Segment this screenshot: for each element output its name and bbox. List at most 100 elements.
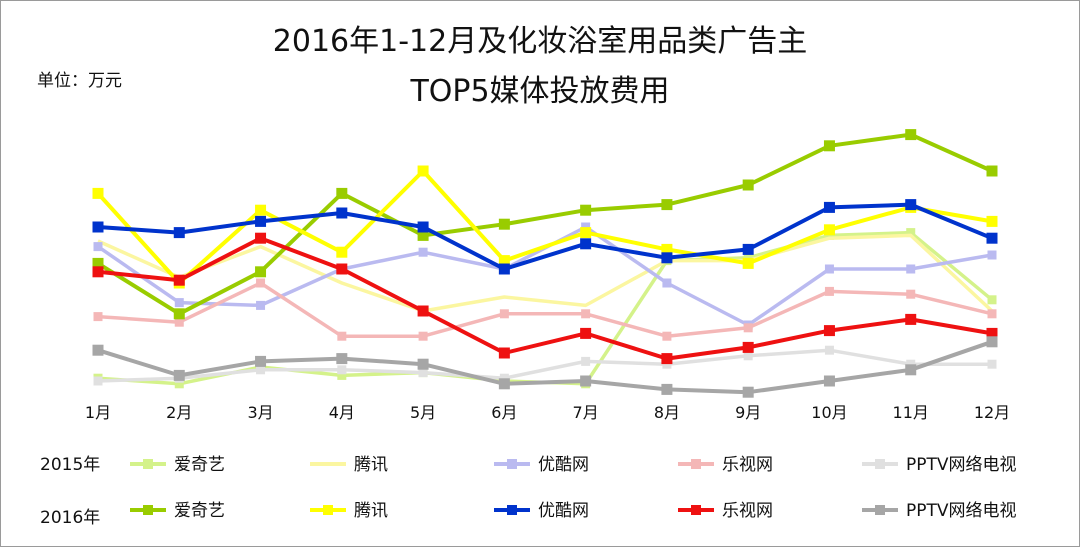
data-point [661, 353, 673, 365]
data-point [256, 300, 266, 310]
data-point [742, 243, 754, 255]
data-point [823, 224, 835, 236]
data-point [498, 218, 510, 230]
data-point [905, 129, 917, 141]
chart-title-line-1: 2016年1-12月及化妆浴室用品类广告主 [272, 24, 808, 59]
data-point [173, 369, 185, 381]
data-point [336, 263, 348, 275]
data-point [336, 207, 348, 219]
data-point [498, 347, 510, 359]
data-point [987, 309, 997, 319]
data-point [580, 327, 592, 339]
x-tick-label: 10月 [811, 403, 847, 422]
data-point [256, 365, 266, 375]
data-point [255, 215, 267, 227]
data-point [92, 344, 104, 356]
x-tick-label: 4月 [329, 403, 355, 422]
data-point [255, 204, 267, 216]
series-line [97, 348, 992, 383]
data-point [662, 331, 672, 341]
data-point [417, 165, 429, 177]
x-tick-label: 12月 [974, 403, 1010, 422]
data-point [742, 179, 754, 191]
data-point [255, 232, 267, 244]
data-point [743, 351, 753, 361]
data-point [742, 257, 754, 269]
data-point [581, 309, 591, 319]
data-point [662, 359, 672, 369]
data-point [174, 298, 184, 308]
series-line [97, 339, 993, 395]
data-point [255, 355, 267, 367]
series-line [97, 202, 993, 271]
data-point [498, 378, 510, 390]
series-line [97, 281, 993, 338]
legend-label: 优酷网 [538, 501, 589, 521]
data-point [417, 221, 429, 233]
data-point [498, 255, 510, 267]
x-tick-label: 3月 [247, 403, 273, 422]
chart-title-line-2: TOP5媒体投放费用 [410, 74, 670, 109]
data-point [418, 331, 428, 341]
data-point [824, 286, 834, 296]
data-point [906, 228, 916, 238]
data-point [823, 325, 835, 337]
series-line [97, 233, 994, 313]
legend-marker [143, 505, 153, 515]
legend-label: 乐视网 [722, 501, 773, 521]
data-point [93, 242, 103, 252]
x-tick-label: 2月 [166, 403, 192, 422]
x-tick-label: 1月 [85, 403, 111, 422]
data-point [336, 353, 348, 365]
data-point [743, 323, 753, 333]
data-point [661, 243, 673, 255]
data-point [581, 356, 591, 366]
data-point [92, 221, 104, 233]
legend-label: 乐视网 [722, 455, 773, 475]
data-point [93, 312, 103, 322]
data-point [906, 289, 916, 299]
data-point [824, 345, 834, 355]
legend-marker [691, 505, 701, 515]
data-point [661, 199, 673, 211]
data-point [173, 274, 185, 286]
data-point [987, 250, 997, 260]
data-point [92, 266, 104, 278]
legend-marker [143, 459, 153, 469]
data-point [418, 247, 428, 257]
data-point [823, 201, 835, 213]
x-axis-labels: 1月 2月 3月 4月 5月 6月 7月 8月 9月 10月 11月 12月 [85, 403, 1010, 422]
data-point [580, 375, 592, 387]
data-point [905, 199, 917, 211]
unit-label: 单位：万元 [37, 71, 122, 91]
data-point [581, 222, 591, 232]
data-point [499, 373, 509, 383]
data-point [92, 257, 104, 269]
data-point [905, 313, 917, 325]
data-point [417, 305, 429, 317]
data-point [986, 165, 998, 177]
data-point [986, 336, 998, 348]
data-point [256, 278, 266, 288]
legend-label: 爱奇艺 [174, 455, 225, 475]
data-point [337, 365, 347, 375]
data-point [987, 295, 997, 305]
x-tick-label: 5月 [410, 403, 436, 422]
legend-marker [323, 505, 333, 515]
data-point [337, 331, 347, 341]
data-point [580, 238, 592, 250]
data-point [417, 229, 429, 241]
x-tick-label: 7月 [573, 403, 599, 422]
data-point [823, 375, 835, 387]
data-point [662, 278, 672, 288]
data-point [417, 358, 429, 370]
data-point [986, 327, 998, 339]
data-point [824, 264, 834, 274]
legend-marker [507, 459, 517, 469]
data-point [661, 252, 673, 264]
data-point [498, 263, 510, 275]
data-point [499, 309, 509, 319]
data-point [823, 140, 835, 152]
